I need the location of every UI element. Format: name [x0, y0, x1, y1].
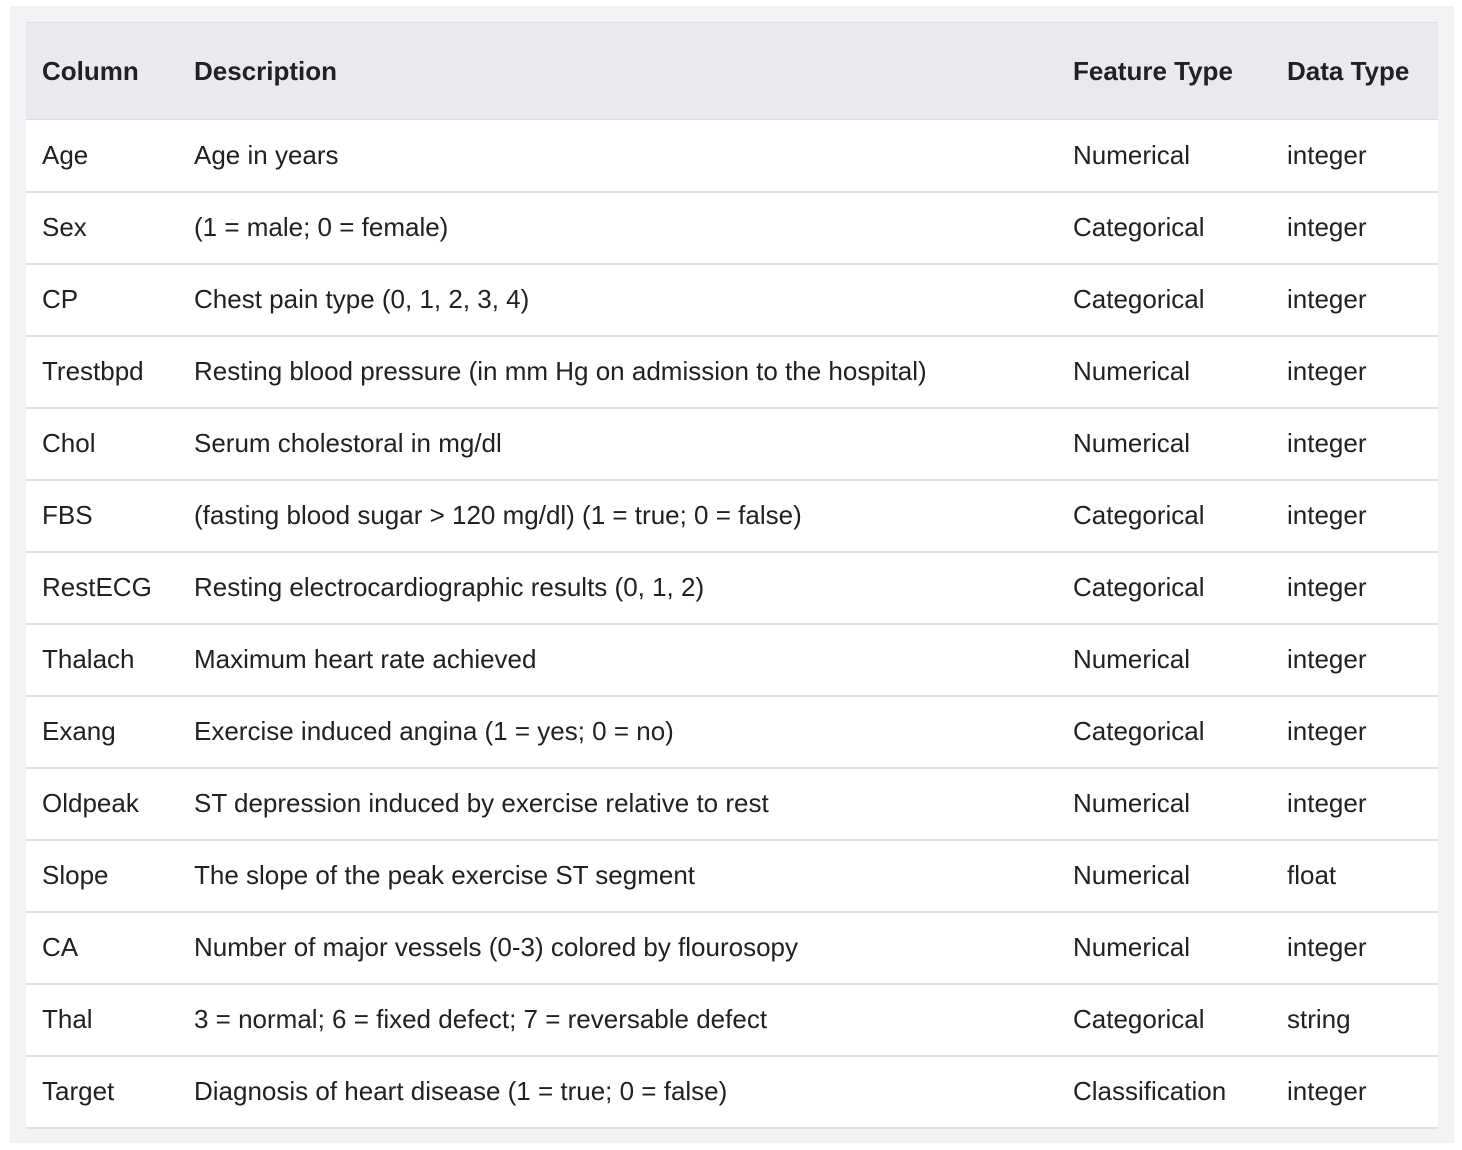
table-row: Sex (1 = male; 0 = female) Categorical i… — [26, 191, 1438, 265]
cell-feature-type: Numerical — [1057, 767, 1271, 841]
table-body: Age Age in years Numerical integer Sex (… — [26, 119, 1438, 1129]
cell-column: CP — [26, 263, 178, 337]
cell-description: Age in years — [178, 119, 1057, 193]
table-row: Target Diagnosis of heart disease (1 = t… — [26, 1055, 1438, 1129]
cell-feature-type: Categorical — [1057, 695, 1271, 769]
table-row: RestECG Resting electrocardiographic res… — [26, 551, 1438, 625]
cell-column: Target — [26, 1055, 178, 1129]
table-row: Oldpeak ST depression induced by exercis… — [26, 767, 1438, 841]
cell-data-type: integer — [1271, 479, 1438, 553]
cell-data-type: integer — [1271, 767, 1438, 841]
table-row: Thal 3 = normal; 6 = fixed defect; 7 = r… — [26, 983, 1438, 1057]
table-row: Chol Serum cholestoral in mg/dl Numerica… — [26, 407, 1438, 481]
cell-description: Exercise induced angina (1 = yes; 0 = no… — [178, 695, 1057, 769]
cell-column: CA — [26, 911, 178, 985]
table-row: Slope The slope of the peak exercise ST … — [26, 839, 1438, 913]
table-row: FBS (fasting blood sugar > 120 mg/dl) (1… — [26, 479, 1438, 553]
cell-data-type: integer — [1271, 1055, 1438, 1129]
cell-data-type: integer — [1271, 911, 1438, 985]
cell-feature-type: Categorical — [1057, 983, 1271, 1057]
cell-description: ST depression induced by exercise relati… — [178, 767, 1057, 841]
table-row: CA Number of major vessels (0-3) colored… — [26, 911, 1438, 985]
header-description: Description — [178, 22, 1057, 120]
table-row: Trestbpd Resting blood pressure (in mm H… — [26, 335, 1438, 409]
data-table-container: Column Description Feature Type Data Typ… — [26, 22, 1438, 1129]
cell-data-type: integer — [1271, 551, 1438, 625]
cell-feature-type: Numerical — [1057, 119, 1271, 193]
cell-feature-type: Numerical — [1057, 407, 1271, 481]
cell-data-type: integer — [1271, 623, 1438, 697]
cell-column: Oldpeak — [26, 767, 178, 841]
cell-feature-type: Classification — [1057, 1055, 1271, 1129]
cell-data-type: string — [1271, 983, 1438, 1057]
cell-feature-type: Categorical — [1057, 191, 1271, 265]
cell-feature-type: Categorical — [1057, 263, 1271, 337]
cell-description: (1 = male; 0 = female) — [178, 191, 1057, 265]
cell-data-type: integer — [1271, 335, 1438, 409]
cell-description: Number of major vessels (0-3) colored by… — [178, 911, 1057, 985]
cell-data-type: integer — [1271, 263, 1438, 337]
header-column: Column — [26, 22, 178, 120]
cell-data-type: float — [1271, 839, 1438, 913]
cell-description: The slope of the peak exercise ST segmen… — [178, 839, 1057, 913]
header-row: Column Description Feature Type Data Typ… — [26, 22, 1438, 120]
cell-feature-type: Categorical — [1057, 479, 1271, 553]
cell-feature-type: Numerical — [1057, 335, 1271, 409]
cell-feature-type: Numerical — [1057, 911, 1271, 985]
cell-column: Slope — [26, 839, 178, 913]
cell-data-type: integer — [1271, 191, 1438, 265]
cell-feature-type: Numerical — [1057, 839, 1271, 913]
cell-data-type: integer — [1271, 119, 1438, 193]
cell-data-type: integer — [1271, 407, 1438, 481]
table-frame: Column Description Feature Type Data Typ… — [10, 6, 1454, 1143]
cell-description: 3 = normal; 6 = fixed defect; 7 = revers… — [178, 983, 1057, 1057]
cell-column: Thalach — [26, 623, 178, 697]
cell-column: Age — [26, 119, 178, 193]
cell-column: Sex — [26, 191, 178, 265]
cell-description: Resting blood pressure (in mm Hg on admi… — [178, 335, 1057, 409]
table-row: Thalach Maximum heart rate achieved Nume… — [26, 623, 1438, 697]
cell-feature-type: Categorical — [1057, 551, 1271, 625]
cell-description: Serum cholestoral in mg/dl — [178, 407, 1057, 481]
cell-column: FBS — [26, 479, 178, 553]
header-data-type: Data Type — [1271, 22, 1438, 120]
cell-description: Maximum heart rate achieved — [178, 623, 1057, 697]
header-feature-type: Feature Type — [1057, 22, 1271, 120]
cell-column: Thal — [26, 983, 178, 1057]
table-row: Age Age in years Numerical integer — [26, 119, 1438, 193]
dataset-columns-table: Column Description Feature Type Data Typ… — [26, 22, 1438, 1129]
cell-description: (fasting blood sugar > 120 mg/dl) (1 = t… — [178, 479, 1057, 553]
cell-description: Resting electrocardiographic results (0,… — [178, 551, 1057, 625]
cell-data-type: integer — [1271, 695, 1438, 769]
table-header: Column Description Feature Type Data Typ… — [26, 22, 1438, 120]
cell-column: RestECG — [26, 551, 178, 625]
cell-column: Exang — [26, 695, 178, 769]
cell-feature-type: Numerical — [1057, 623, 1271, 697]
table-row: Exang Exercise induced angina (1 = yes; … — [26, 695, 1438, 769]
table-row: CP Chest pain type (0, 1, 2, 3, 4) Categ… — [26, 263, 1438, 337]
cell-description: Chest pain type (0, 1, 2, 3, 4) — [178, 263, 1057, 337]
cell-column: Trestbpd — [26, 335, 178, 409]
cell-column: Chol — [26, 407, 178, 481]
cell-description: Diagnosis of heart disease (1 = true; 0 … — [178, 1055, 1057, 1129]
